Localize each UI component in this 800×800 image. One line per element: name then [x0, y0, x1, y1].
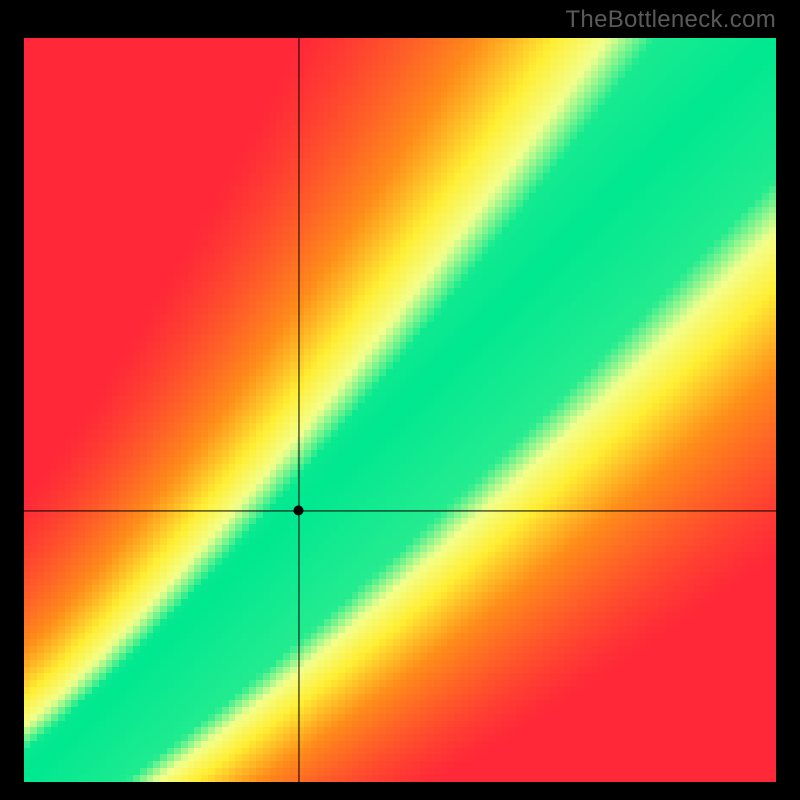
bottleneck-heatmap	[24, 38, 776, 782]
heatmap-canvas	[24, 38, 776, 782]
watermark-text: TheBottleneck.com	[565, 6, 776, 34]
